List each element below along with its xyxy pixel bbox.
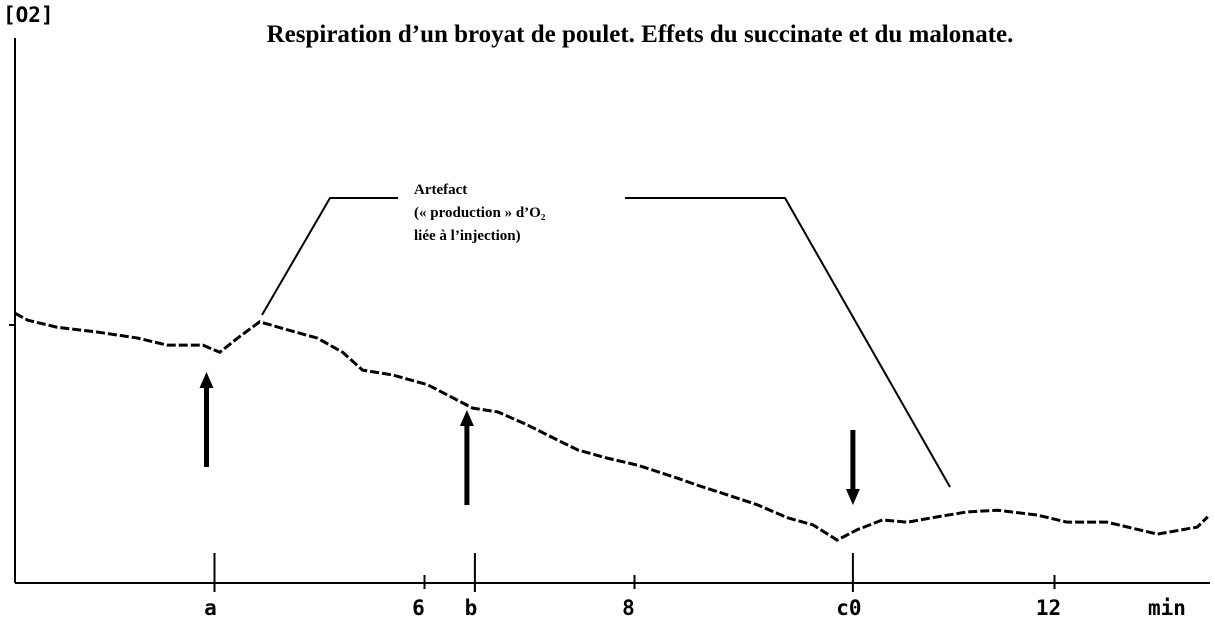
chart-title: Respiration d’un broyat de poulet. Effet…	[267, 21, 1014, 48]
x-tick-label: 8	[622, 596, 635, 620]
event-label: b	[465, 596, 478, 620]
event-arrow-head	[199, 372, 214, 388]
event-label: c0	[836, 596, 861, 620]
x-tick-label: 6	[412, 596, 425, 620]
leader-line	[625, 197, 951, 488]
annotation: Artefact (« production » d’O₂ liée à l’i…	[414, 182, 546, 244]
y-axis-label: [O2]	[3, 3, 54, 27]
leader-line	[261, 197, 398, 316]
annotation-line: (« production » d’O₂	[414, 205, 546, 221]
data-line	[14, 311, 1209, 542]
annotation-line: liée à l’injection)	[414, 228, 521, 244]
event-arrow-head	[459, 410, 474, 426]
event-arrow-head	[845, 489, 860, 505]
event-label: a	[204, 596, 217, 620]
annotation-line: Artefact	[414, 182, 467, 198]
x-axis-label: min	[1148, 596, 1186, 620]
x-tick-label: 12	[1036, 596, 1061, 620]
